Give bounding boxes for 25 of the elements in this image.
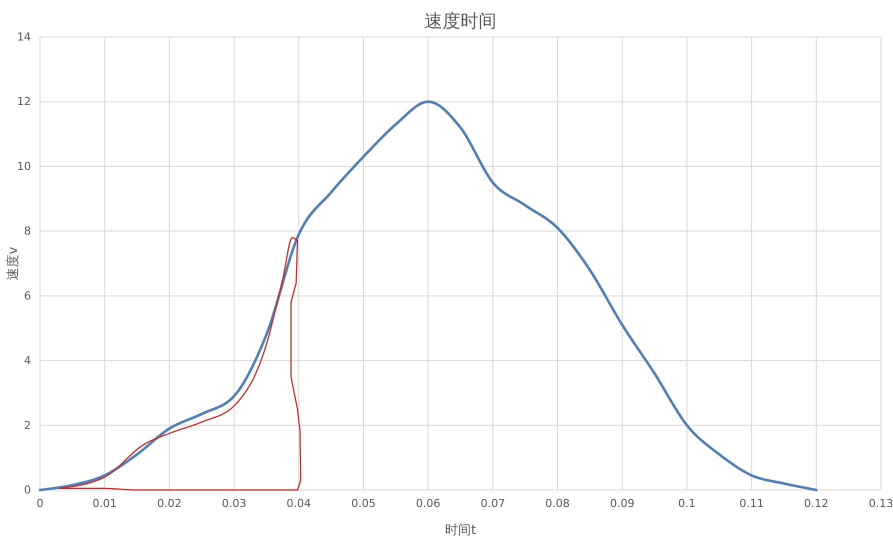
x-tick-label: 0.07 [480, 496, 506, 510]
chart-title: 速度时间 [424, 11, 496, 32]
x-tick-label: 0 [36, 496, 44, 510]
x-axis-title: 时间t [444, 523, 476, 538]
x-tick-label: 0.06 [416, 496, 440, 510]
x-tick-label: 0.09 [610, 496, 634, 510]
y-tick-label: 14 [17, 30, 31, 44]
y-tick-label: 2 [24, 418, 31, 432]
y-tick-label: 4 [24, 354, 31, 368]
x-tick-label: 0.1 [678, 496, 696, 510]
y-tick-label: 6 [24, 289, 31, 302]
x-tick-label: 0.08 [545, 496, 570, 510]
y-tick-label: 10 [17, 160, 31, 173]
x-tick-label: 0.01 [92, 496, 117, 510]
x-tick-label: 0.05 [351, 496, 376, 510]
y-axis-title: 速度v [5, 246, 21, 280]
y-tick-label: 0 [24, 484, 31, 497]
x-tick-label: 0.04 [286, 496, 312, 510]
x-tick-label: 0.13 [868, 496, 893, 510]
x-tick-label: 0.11 [739, 496, 764, 510]
x-tick-label: 0.02 [157, 496, 182, 510]
x-tick-label: 0.12 [804, 496, 829, 510]
y-tick-label: 12 [17, 95, 31, 108]
y-tick-label: 8 [24, 224, 31, 238]
x-tick-label: 0.03 [222, 496, 246, 510]
